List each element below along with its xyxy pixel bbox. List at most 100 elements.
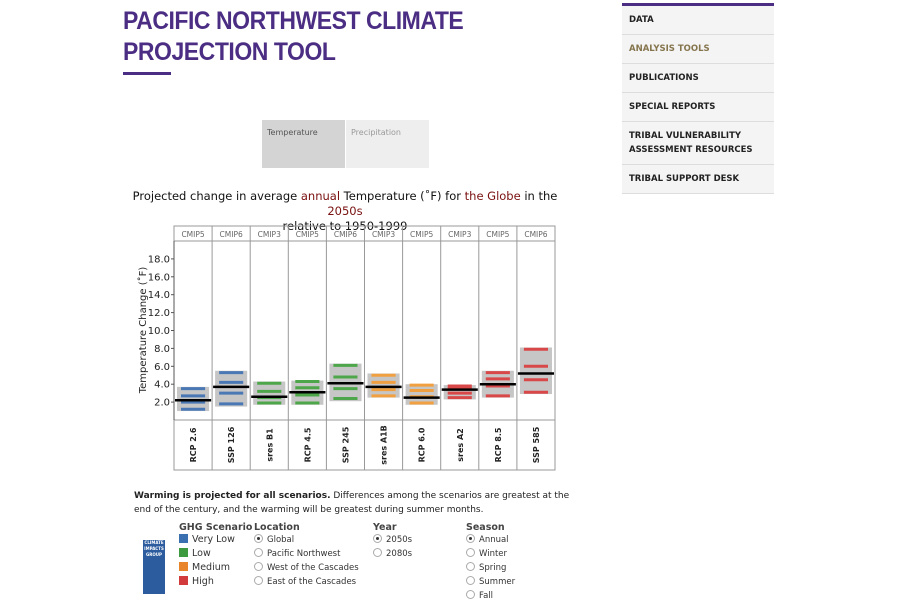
option-label: Spring [479,563,507,573]
option-label: Pacific Northwest [267,549,341,559]
plot-frame [173,225,556,471]
option-label: 2050s [386,535,413,545]
radio-option[interactable]: Summer [466,575,515,589]
title-part: 2050s [327,204,363,218]
radio-option[interactable]: East of the Cascades [254,575,359,589]
category-label: RCP 6.0 [418,427,427,462]
radio-option[interactable]: Spring [466,561,515,575]
title-part: the Globe [464,189,521,203]
radio[interactable] [466,590,475,599]
radio-option[interactable]: Winter [466,547,515,561]
option-label: East of the Cascades [267,577,357,587]
title-part: Projected change in average [132,189,301,203]
control-title: GHG Scenario [179,522,253,533]
option-label: Summer [479,577,516,587]
legend-label: High [192,576,214,587]
radio[interactable] [254,562,263,571]
category-label: RCP 8.5 [494,427,503,462]
summary-text: Differences among the scenarios are grea… [134,491,570,515]
radio[interactable] [254,534,263,543]
location-control: Location Global Pacific Northwest West of t… [254,522,359,589]
option-label: West of the Cascades [267,563,359,573]
nav-item[interactable]: PUBLICATIONS [622,64,774,93]
title-rule [123,72,171,75]
legend-swatch [179,576,188,585]
title-part: in the [520,189,558,203]
radio-option[interactable]: West of the Cascades [254,561,359,575]
category-label: RCP 4.5 [303,427,312,462]
legend-label: Low [192,548,211,559]
legend-item: Low [179,547,252,561]
range-box [253,381,286,405]
range-box [481,370,514,398]
title-part: annual [300,189,341,203]
nav-item[interactable]: DATA [622,6,774,35]
control-title: Year [373,522,397,533]
y-axis-label: Temperature Change (˚F) [137,267,149,395]
category-label: SSP 126 [227,426,236,463]
option-label: Annual [479,535,509,545]
control-title: Location [254,522,300,533]
logo: CLIMATE IMPACTS GROUP [143,540,165,594]
summary-lead: Warming is projected for all scenarios. [134,491,331,501]
y-tick-label: 4.0 [154,380,170,391]
nav-item[interactable]: SPECIAL REPORTS [622,93,774,122]
range-box [291,380,324,405]
y-tick-label: 14.0 [148,290,170,301]
category-label: RCP 2.6 [189,427,198,462]
nav-item[interactable]: ANALYSIS TOOLS [622,35,774,64]
radio-option[interactable]: Annual [466,533,515,547]
category-label: sres B1 [265,428,274,462]
y-tick-label: 10.0 [148,326,170,337]
range-box [519,347,552,395]
radio-option[interactable]: 2080s [373,547,412,561]
range-box [367,373,400,398]
option-label: Winter [479,549,508,559]
radio[interactable] [466,562,475,571]
range-box [215,370,248,407]
y-tick-label: 6.0 [154,362,170,373]
option-label: 2080s [386,549,413,559]
nav-item[interactable]: TRIBAL VULNERABILITY ASSESSMENT RESOURCE… [622,122,774,165]
range-box [443,385,476,400]
radio-option[interactable]: Pacific Northwest [254,547,359,561]
category-label: SSP 245 [341,426,350,463]
control-title: Season [466,522,505,533]
radio[interactable] [373,548,382,557]
legend-swatch [179,534,188,543]
radio[interactable] [466,576,475,585]
range-box [177,386,210,412]
category-label: sres A1B [380,425,389,465]
radio[interactable] [466,534,475,543]
radio[interactable] [373,534,382,543]
y-tick-label: 12.0 [148,308,170,319]
legend-swatch [179,548,188,557]
chart-title: Projected change in average annual Tempe… [120,189,570,234]
radio[interactable] [254,548,263,557]
y-tick-label: 18.0 [148,254,170,265]
legend-swatch [179,562,188,571]
tab[interactable]: Temperature [262,120,345,168]
y-tick-label: 2.0 [154,398,170,409]
season-control: Season Annual Winter Spring Summer Fall [466,522,515,603]
legend-item: High [179,575,252,589]
nav-item[interactable]: TRIBAL SUPPORT DESK [622,165,774,194]
option-label: Fall [479,591,494,601]
radio-option[interactable]: Fall [466,589,515,603]
range-box [405,384,438,405]
y-tick-label: 8.0 [154,344,170,355]
title-line: Projected change in average annual Tempe… [120,189,570,219]
tab[interactable]: Precipitation [346,120,429,168]
ghg-legend: GHG Scenario Very Low Low Medium High [179,522,252,589]
year-control: Year 2050s 2080s [373,522,412,561]
page-title: PACIFIC NORTHWEST CLIMATE PROJECTION TOO… [123,7,464,66]
category-label: sres A2 [456,428,465,461]
radio[interactable] [254,576,263,585]
nav-menu: DATA ANALYSIS TOOLS PUBLICATIONS SPECIAL RE… [622,3,774,194]
radio-option[interactable]: 2050s [373,533,412,547]
legend-item: Medium [179,561,252,575]
chart-subtitle: relative to 1950-1999 [282,219,408,233]
radio-option[interactable]: Global [254,533,359,547]
radio[interactable] [466,548,475,557]
